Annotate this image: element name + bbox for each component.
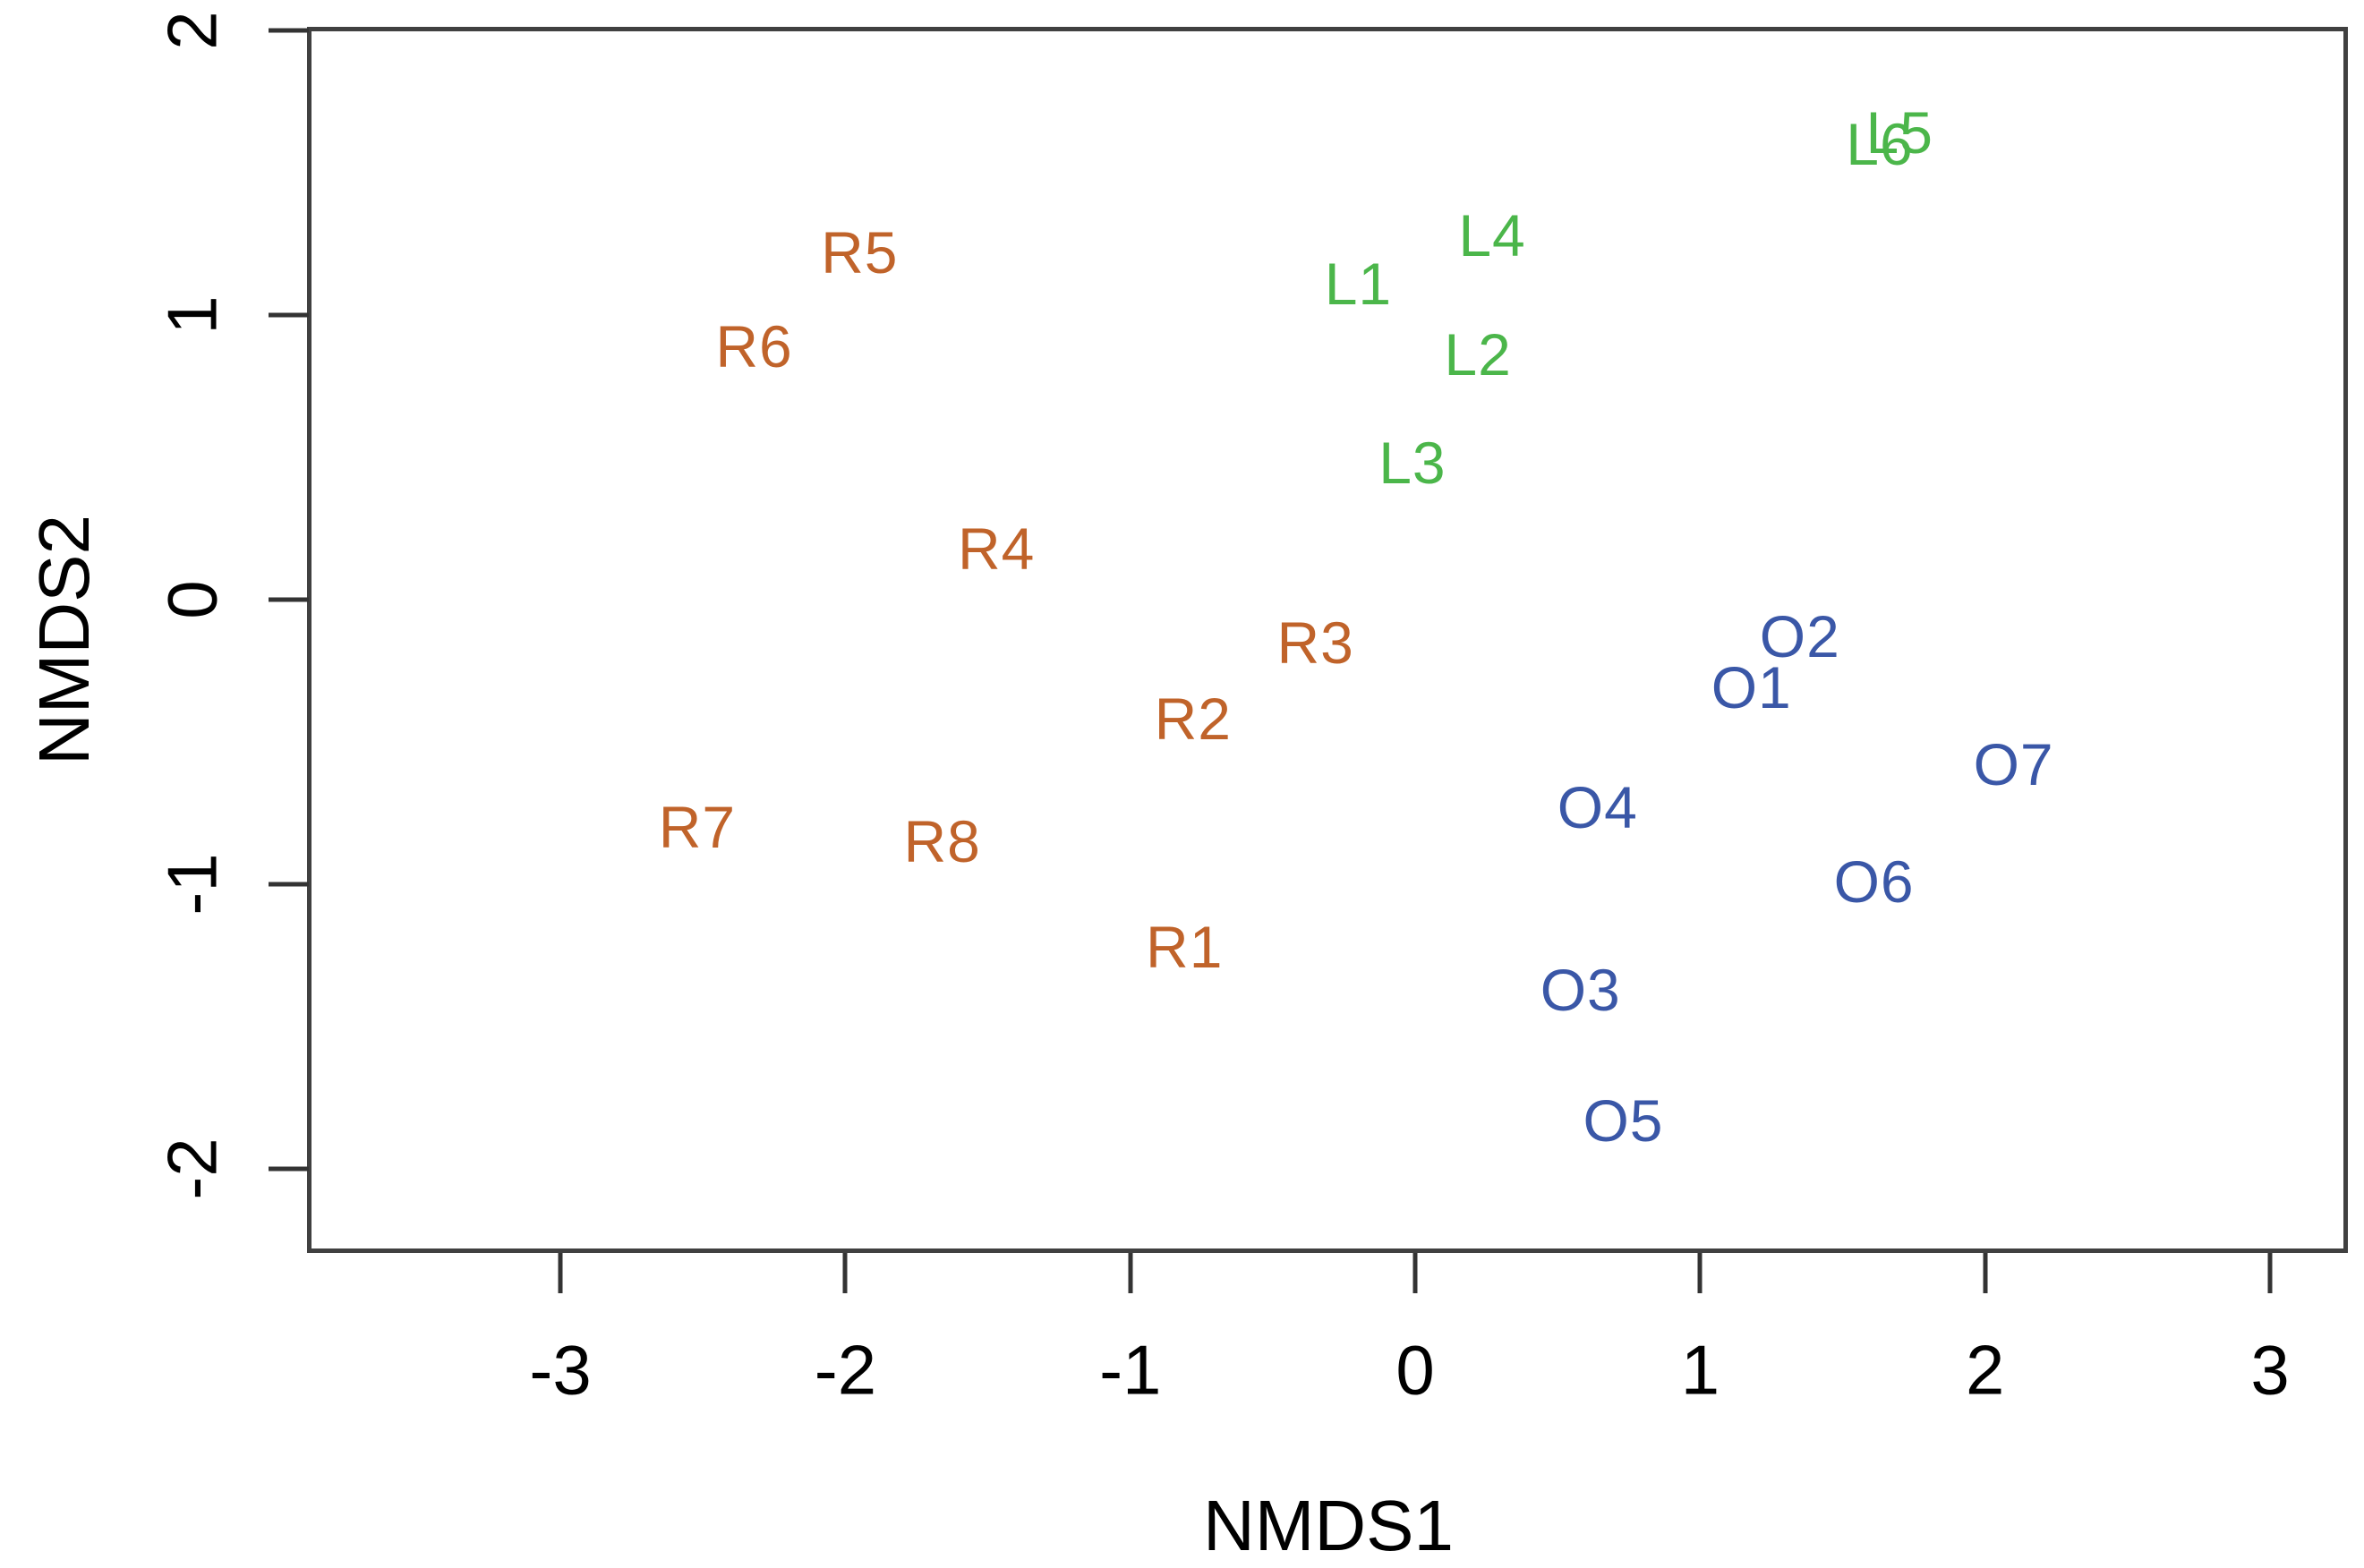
y-tick-label--2: -2 <box>152 1138 232 1200</box>
point-O3: O3 <box>1540 956 1621 1023</box>
x-tick-mark-0 <box>1412 1253 1418 1293</box>
point-L1: L1 <box>1324 250 1393 317</box>
point-L6: L6 <box>1846 111 1914 178</box>
y-tick-label-1: 1 <box>152 295 232 335</box>
point-L2: L2 <box>1444 321 1512 388</box>
point-O7: O7 <box>1973 731 2054 798</box>
point-R8: R8 <box>903 808 981 875</box>
y-tick-mark-1 <box>269 312 309 318</box>
y-tick-mark-2 <box>269 28 309 33</box>
y-tick-label-2: 2 <box>152 11 232 50</box>
point-R5: R5 <box>821 218 899 285</box>
y-tick-mark--1 <box>269 882 309 887</box>
x-tick-label--2: -2 <box>814 1330 877 1410</box>
point-O2: O2 <box>1759 603 1840 670</box>
x-tick-mark-3 <box>2267 1253 2273 1293</box>
point-R7: R7 <box>658 794 737 861</box>
point-R2: R2 <box>1154 686 1232 753</box>
x-tick-mark-2 <box>1983 1253 1988 1293</box>
point-R4: R4 <box>957 515 1036 582</box>
x-tick-mark--1 <box>1128 1253 1133 1293</box>
x-tick-label-0: 0 <box>1395 1330 1435 1410</box>
y-tick-label--1: -1 <box>152 853 232 916</box>
x-tick-label--3: -3 <box>529 1330 592 1410</box>
point-O6: O6 <box>1833 848 1915 915</box>
point-O5: O5 <box>1583 1087 1664 1154</box>
x-tick-mark--3 <box>558 1253 563 1293</box>
x-tick-mark--2 <box>842 1253 848 1293</box>
y-axis-title: NMDS2 <box>24 514 104 766</box>
x-tick-label-3: 3 <box>2250 1330 2290 1410</box>
x-tick-label--1: -1 <box>1099 1330 1162 1410</box>
x-axis-title: NMDS1 <box>1202 1486 1455 1565</box>
point-R1: R1 <box>1146 913 1224 980</box>
x-tick-label-1: 1 <box>1680 1330 1720 1410</box>
point-L5: L5 <box>1865 99 1933 166</box>
point-L3: L3 <box>1378 430 1447 497</box>
y-tick-mark--2 <box>269 1166 309 1172</box>
x-tick-mark-1 <box>1697 1253 1703 1293</box>
point-O4: O4 <box>1557 774 1638 841</box>
point-L4: L4 <box>1458 201 1526 268</box>
plot-area <box>307 27 2348 1253</box>
point-O1: O1 <box>1711 654 1792 721</box>
point-R6: R6 <box>715 312 793 379</box>
point-R3: R3 <box>1276 609 1354 676</box>
x-tick-label-2: 2 <box>1966 1330 2005 1410</box>
y-tick-label-0: 0 <box>152 580 232 619</box>
y-tick-mark-0 <box>269 597 309 602</box>
